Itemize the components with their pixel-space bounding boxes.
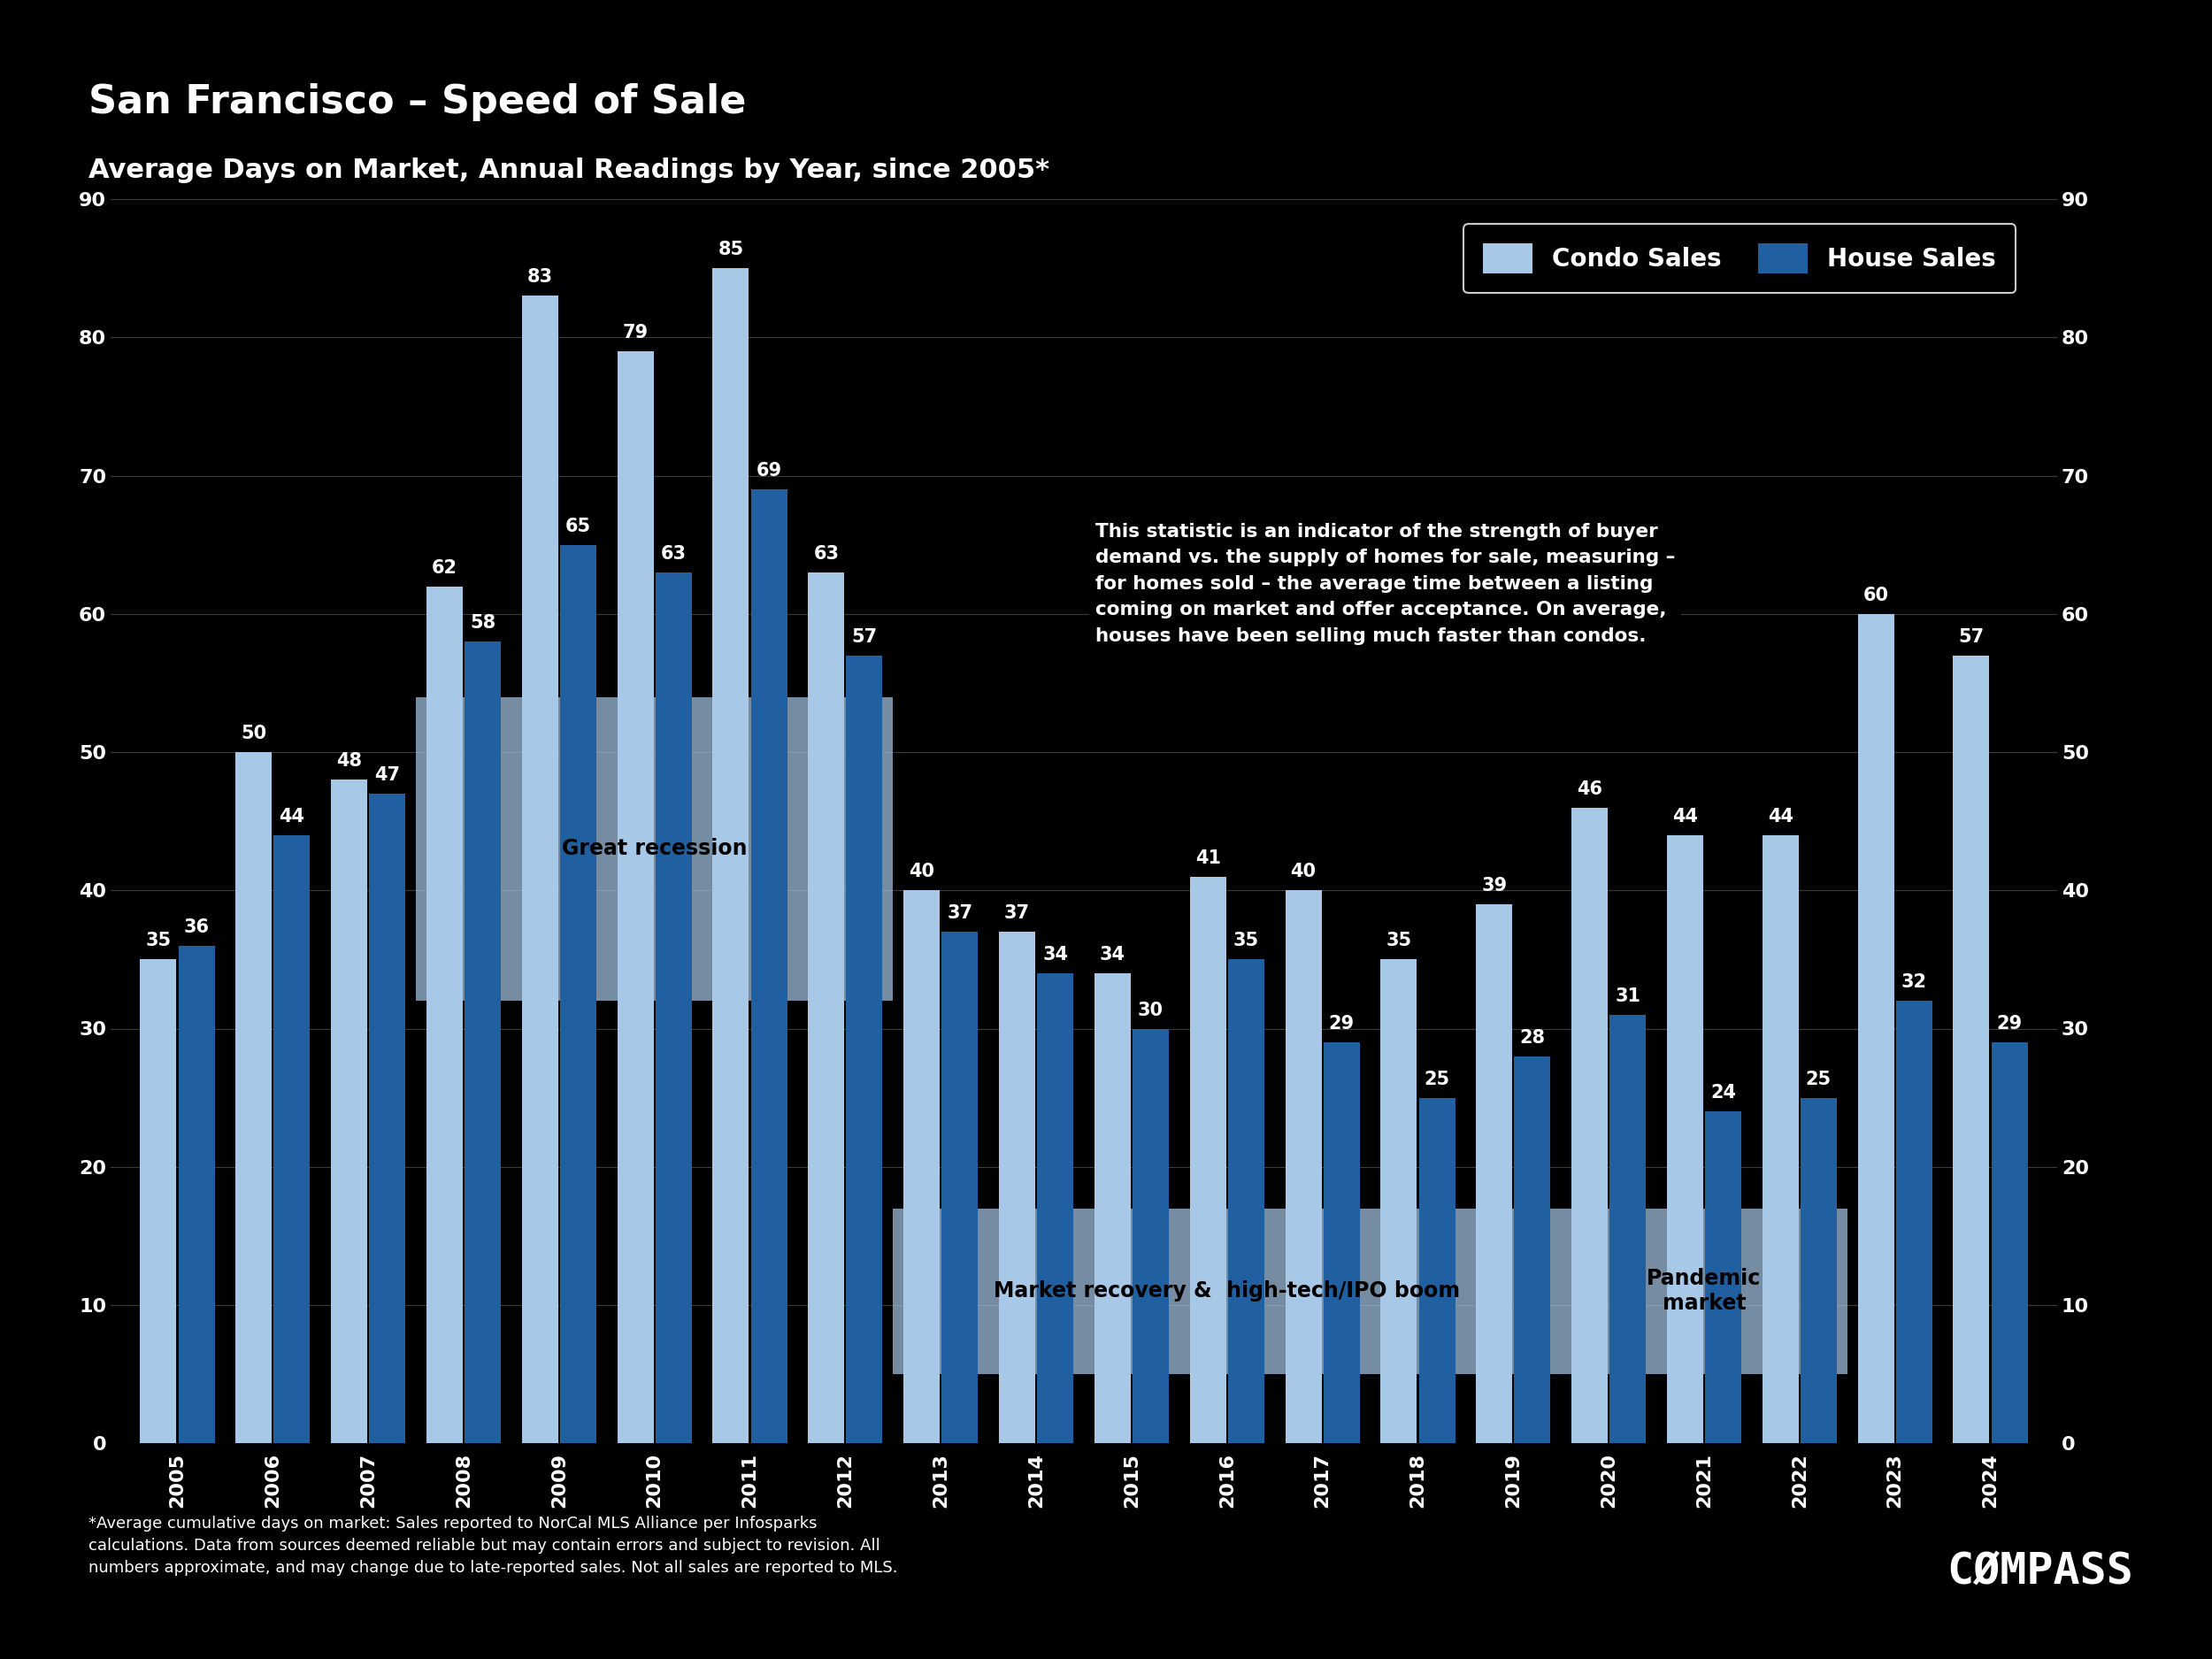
Text: 40: 40 xyxy=(909,863,933,881)
Text: 24: 24 xyxy=(1710,1085,1736,1102)
Text: 40: 40 xyxy=(1290,863,1316,881)
Text: 44: 44 xyxy=(1767,808,1794,825)
Bar xyxy=(1858,614,1893,1443)
Text: 34: 34 xyxy=(1042,946,1068,964)
Text: 57: 57 xyxy=(852,627,878,645)
Bar xyxy=(1953,655,1989,1443)
Text: 46: 46 xyxy=(1577,780,1601,798)
Bar xyxy=(1475,904,1513,1443)
Text: 30: 30 xyxy=(1137,1000,1164,1019)
Bar xyxy=(139,959,177,1443)
Text: 47: 47 xyxy=(374,766,400,783)
Text: 31: 31 xyxy=(1615,987,1641,1005)
Text: 35: 35 xyxy=(1234,932,1259,949)
Bar xyxy=(1133,1029,1168,1443)
Bar xyxy=(237,752,272,1443)
Bar xyxy=(1668,834,1703,1443)
Text: 29: 29 xyxy=(1329,1015,1354,1032)
Bar xyxy=(1801,1098,1836,1443)
Text: Market recovery &  high-tech/IPO boom: Market recovery & high-tech/IPO boom xyxy=(993,1281,1460,1302)
Bar xyxy=(1418,1098,1455,1443)
Bar xyxy=(1380,959,1418,1443)
Text: 85: 85 xyxy=(719,241,743,259)
Bar xyxy=(617,352,653,1443)
Bar xyxy=(942,932,978,1443)
Text: Pandemic
market: Pandemic market xyxy=(1648,1269,1761,1314)
Bar xyxy=(1763,834,1798,1443)
Bar xyxy=(1896,1000,1931,1443)
Text: 83: 83 xyxy=(526,269,553,285)
Bar xyxy=(1095,974,1130,1443)
Bar xyxy=(332,780,367,1443)
Text: 25: 25 xyxy=(1425,1070,1449,1088)
Text: 34: 34 xyxy=(1099,946,1126,964)
Text: 79: 79 xyxy=(622,324,648,342)
Text: 62: 62 xyxy=(431,559,458,576)
Text: 44: 44 xyxy=(1672,808,1699,825)
Bar xyxy=(1190,876,1225,1443)
Bar xyxy=(807,572,845,1443)
Bar xyxy=(465,642,500,1443)
FancyBboxPatch shape xyxy=(416,697,894,1000)
Bar xyxy=(902,891,940,1443)
Text: 37: 37 xyxy=(947,904,973,922)
Text: 29: 29 xyxy=(1997,1015,2022,1032)
Bar xyxy=(274,834,310,1443)
Bar xyxy=(522,295,557,1443)
Bar xyxy=(1515,1057,1551,1443)
Bar xyxy=(655,572,692,1443)
Text: 48: 48 xyxy=(336,753,363,770)
Text: 32: 32 xyxy=(1900,974,1927,990)
Text: 63: 63 xyxy=(661,544,686,562)
Text: This statistic is an indicator of the strength of buyer
demand vs. the supply of: This statistic is an indicator of the st… xyxy=(1095,523,1674,645)
Text: 35: 35 xyxy=(1387,932,1411,949)
Text: 50: 50 xyxy=(241,725,268,743)
Bar xyxy=(560,544,597,1443)
Bar xyxy=(1228,959,1265,1443)
Bar xyxy=(847,655,883,1443)
Bar xyxy=(1571,808,1608,1443)
Text: 57: 57 xyxy=(1958,627,1984,645)
Bar xyxy=(712,269,750,1443)
Bar xyxy=(427,586,462,1443)
Text: 37: 37 xyxy=(1004,904,1031,922)
Text: 60: 60 xyxy=(1863,586,1889,604)
Text: Great recession: Great recession xyxy=(562,838,748,859)
Bar xyxy=(1000,932,1035,1443)
Bar xyxy=(1323,1042,1360,1443)
Bar xyxy=(1991,1042,2028,1443)
Text: CØMPASS: CØMPASS xyxy=(1947,1550,2132,1593)
Text: 69: 69 xyxy=(757,461,781,479)
Bar xyxy=(750,489,787,1443)
FancyBboxPatch shape xyxy=(1562,1208,1847,1374)
Text: San Francisco – Speed of Sale: San Francisco – Speed of Sale xyxy=(88,83,745,121)
Bar xyxy=(179,946,215,1443)
Text: 65: 65 xyxy=(566,518,591,534)
Bar xyxy=(1705,1112,1741,1443)
Bar xyxy=(369,793,405,1443)
Text: 36: 36 xyxy=(184,919,210,936)
Text: 41: 41 xyxy=(1194,849,1221,866)
Bar xyxy=(1610,1015,1646,1443)
FancyBboxPatch shape xyxy=(894,1208,1562,1374)
Text: 28: 28 xyxy=(1520,1029,1546,1047)
Text: *Average cumulative days on market: Sales reported to NorCal MLS Alliance per In: *Average cumulative days on market: Sale… xyxy=(88,1516,898,1576)
Text: 35: 35 xyxy=(146,932,170,949)
Legend: Condo Sales, House Sales: Condo Sales, House Sales xyxy=(1464,224,2015,294)
Text: 58: 58 xyxy=(469,614,495,632)
Text: 44: 44 xyxy=(279,808,305,825)
Bar xyxy=(1285,891,1321,1443)
Text: 25: 25 xyxy=(1805,1070,1832,1088)
Text: Average Days on Market, Annual Readings by Year, since 2005*: Average Days on Market, Annual Readings … xyxy=(88,158,1048,182)
Bar xyxy=(1037,974,1073,1443)
Text: 39: 39 xyxy=(1482,876,1506,894)
Text: 63: 63 xyxy=(814,544,838,562)
